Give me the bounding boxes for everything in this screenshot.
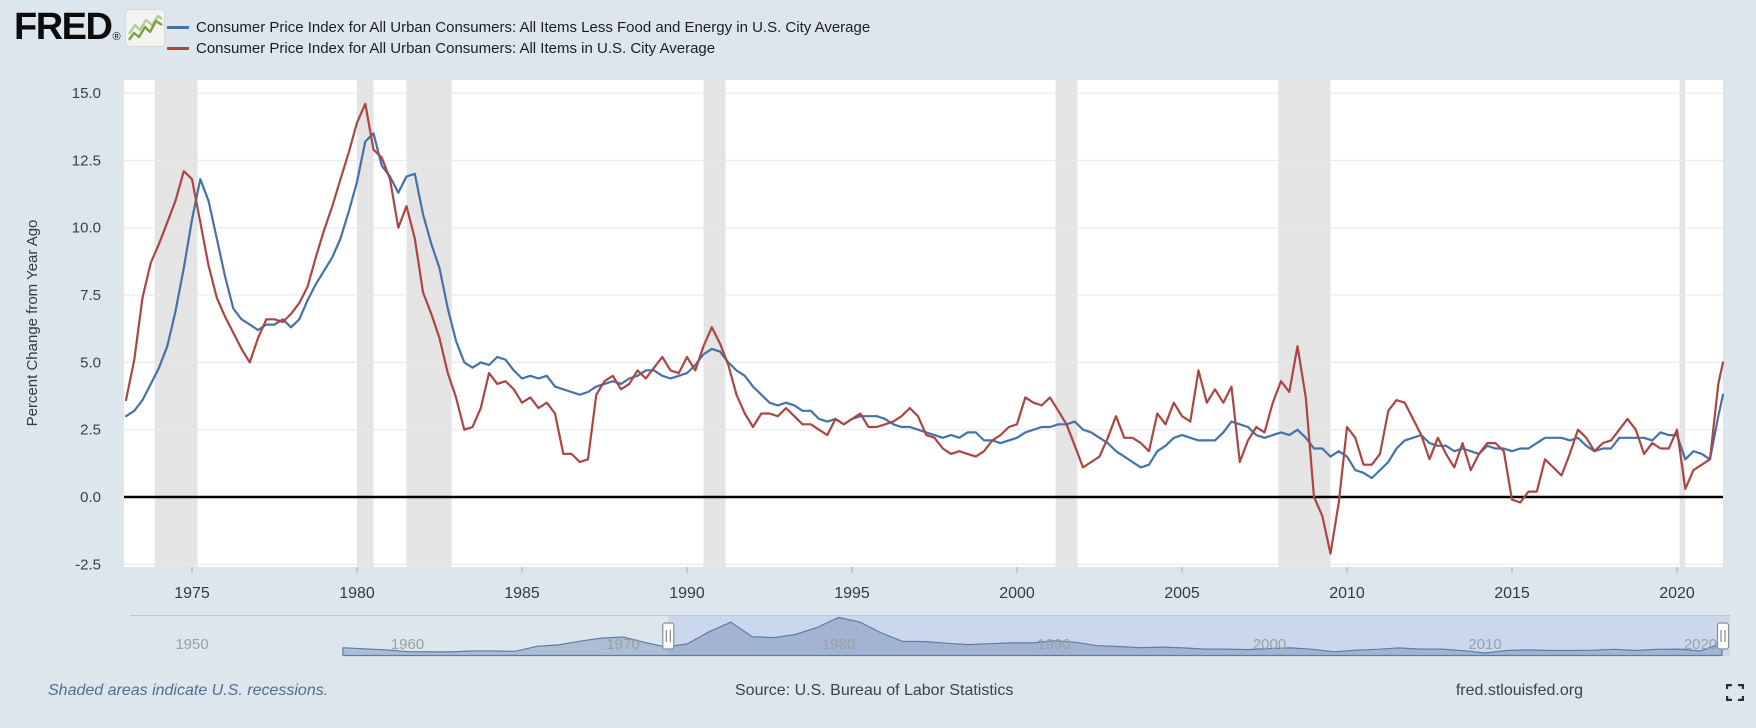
fred-logo-text: FRED	[14, 6, 113, 48]
y-tick-label: 5.0	[80, 354, 101, 371]
y-tick-label: 0.0	[80, 489, 101, 506]
x-tick-label: 1985	[504, 585, 540, 602]
x-tick-label: 2010	[1329, 585, 1365, 602]
legend: Consumer Price Index for All Urban Consu…	[167, 17, 870, 59]
data-source-text: Source: U.S. Bureau of Labor Statistics	[735, 682, 1014, 699]
navigator-handle-right[interactable]	[1716, 622, 1730, 650]
x-tick-label: 2000	[999, 585, 1035, 602]
navigator-tick-label: 2000	[1253, 636, 1286, 653]
legend-label-all-items-cpi: Consumer Price Index for All Urban Consu…	[196, 40, 716, 57]
recession-band	[1055, 80, 1078, 567]
x-tick-label: 1995	[834, 585, 870, 602]
x-tick-label: 1975	[174, 585, 210, 602]
recession-shading-note: Shaded areas indicate U.S. recessions.	[48, 682, 329, 699]
legend-swatch-core-cpi	[167, 26, 189, 29]
y-tick-label: 7.5	[80, 287, 101, 304]
navigator-tick-label: 1990	[1037, 636, 1070, 653]
x-tick-label: 1990	[669, 585, 705, 602]
legend-item-core-cpi: Consumer Price Index for All Urban Consu…	[167, 17, 870, 38]
fred-logo: FRED ®	[14, 6, 165, 49]
navigator-tick-label: 1960	[391, 636, 424, 653]
recession-band	[1278, 80, 1331, 567]
navigator-area-series	[342, 616, 1723, 657]
navigator-tick-label: 2020	[1684, 636, 1717, 653]
recession-band	[406, 80, 452, 567]
x-tick-label: 2005	[1164, 585, 1200, 602]
x-tick-label: 1980	[339, 585, 375, 602]
y-tick-label: 2.5	[80, 422, 101, 439]
fred-site-link[interactable]: fred.stlouisfed.org	[1455, 682, 1583, 699]
series-line-all-items-cpi[interactable]	[124, 102, 1725, 555]
legend-swatch-all-items-cpi	[167, 47, 189, 50]
y-tick-label: -2.5	[75, 556, 101, 573]
navigator-tick-label: 1970	[606, 636, 639, 653]
plot-area[interactable]	[124, 80, 1723, 567]
legend-item-all-items-cpi: Consumer Price Index for All Urban Consu…	[167, 38, 870, 59]
navigator-tick-label: 1980	[822, 636, 855, 653]
y-tick-label: 12.5	[72, 152, 101, 169]
y-tick-label: 15.0	[72, 85, 101, 102]
recession-band	[357, 80, 374, 567]
x-tick-label: 2020	[1659, 585, 1695, 602]
recession-band	[703, 80, 726, 567]
navigator-tick-label: 1950	[175, 636, 208, 653]
fullscreen-icon[interactable]	[1726, 684, 1744, 701]
fred-sparkline-icon	[124, 8, 165, 47]
navigator-tick-label: 2010	[1468, 636, 1501, 653]
recession-band	[154, 80, 198, 567]
navigator-handle-left[interactable]	[662, 622, 675, 650]
x-tick-label: 2015	[1494, 585, 1530, 602]
fred-logo-registered-mark: ®	[112, 31, 121, 43]
recession-band	[1679, 80, 1686, 567]
y-tick-label: 10.0	[72, 220, 101, 237]
y-axis-title: Percent Change from Year Ago	[24, 220, 41, 427]
legend-label-core-cpi: Consumer Price Index for All Urban Consu…	[196, 19, 871, 36]
